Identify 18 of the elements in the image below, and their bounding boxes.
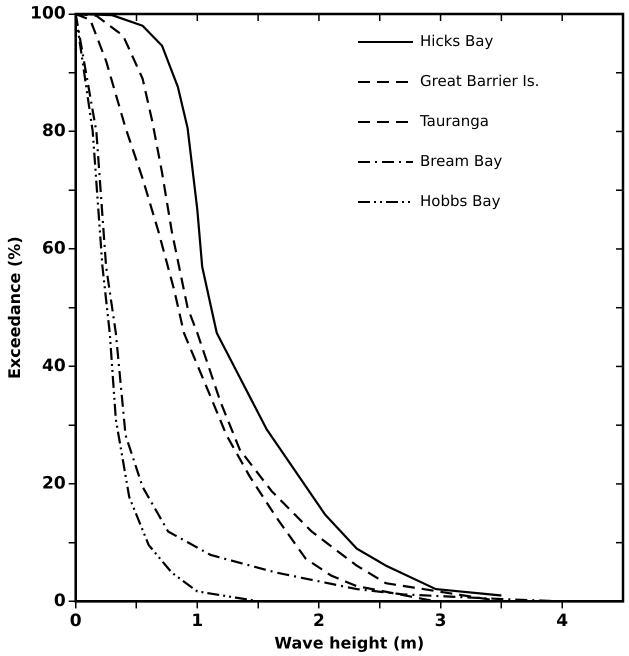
- y-tick-label: 20: [42, 473, 66, 494]
- y-tick-label: 80: [42, 120, 66, 141]
- x-tick-label: 1: [191, 611, 204, 632]
- y-tick-label: 100: [30, 3, 66, 24]
- y-tick-label: 60: [42, 238, 66, 258]
- x-axis-title: Wave height (m): [274, 634, 424, 653]
- x-tick-label: 2: [313, 611, 325, 632]
- legend-label: Great Barrier Is.: [420, 72, 540, 90]
- legend-label: Tauranga: [419, 112, 489, 130]
- x-tick-label: 3: [434, 611, 446, 632]
- legend-label: Bream Bay: [420, 152, 502, 170]
- x-tick-label: 0: [70, 611, 82, 632]
- legend-label: Hicks Bay: [420, 32, 494, 50]
- legend-label: Hobbs Bay: [420, 192, 501, 210]
- x-tick-label: 4: [556, 611, 568, 632]
- y-tick-label: 40: [42, 356, 66, 376]
- y-tick-label: 0: [54, 590, 66, 611]
- y-axis-title: Exceedance (%): [4, 236, 24, 380]
